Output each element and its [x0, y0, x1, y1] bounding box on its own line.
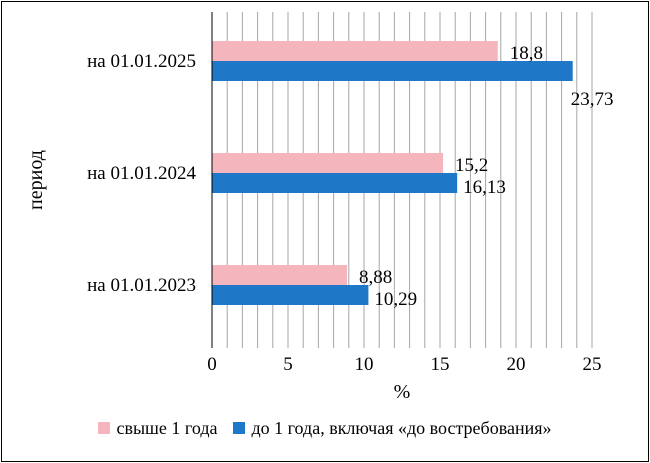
legend: свыше 1 года до 1 года, включая «до вост… — [0, 416, 650, 440]
legend-swatch-over-1-year — [98, 422, 111, 434]
y-axis-title: период — [25, 150, 47, 210]
bar-up-to-1-year — [212, 285, 369, 305]
category-labels: на 01.01.2025 на 01.01.2024 на 01.01.2023 — [87, 51, 196, 296]
data-label-over-1-year: 15,2 — [455, 155, 488, 176]
data-label-over-1-year: 8,88 — [359, 267, 392, 288]
data-label-over-1-year: 18,8 — [510, 43, 543, 64]
legend-swatch-up-to-1-year — [233, 422, 246, 434]
category-label: на 01.01.2024 — [87, 163, 196, 184]
x-tick-label: 15 — [431, 354, 450, 375]
bar-up-to-1-year — [212, 61, 573, 81]
data-label-up-to-1-year: 16,13 — [463, 177, 506, 198]
bar-over-1-year — [212, 41, 498, 61]
category-label: на 01.01.2025 — [87, 51, 196, 72]
x-tick-label: 25 — [583, 354, 602, 375]
data-label-up-to-1-year: 10,29 — [374, 289, 417, 310]
x-tick-label: 5 — [283, 354, 293, 375]
bar-up-to-1-year — [212, 173, 458, 193]
x-tick-label: 0 — [207, 354, 217, 375]
data-label-up-to-1-year: 23,73 — [571, 89, 614, 110]
bars — [212, 41, 573, 305]
category-label: на 01.01.2023 — [87, 275, 196, 296]
legend-item-over-1-year: свыше 1 года — [98, 418, 217, 439]
bar-over-1-year — [212, 153, 444, 173]
legend-label-over-1-year: свыше 1 года — [116, 417, 218, 438]
bar-over-1-year — [212, 265, 347, 285]
x-axis-title: % — [394, 381, 411, 403]
x-tick-label: 20 — [507, 354, 526, 375]
x-tick-label: 10 — [355, 354, 374, 375]
legend-item-up-to-1-year: до 1 года, включая «до востребования» — [233, 417, 552, 439]
x-ticks: 0 5 10 15 20 25 — [207, 354, 601, 375]
legend-label-up-to-1-year: до 1 года, включая «до востребования» — [251, 417, 552, 438]
